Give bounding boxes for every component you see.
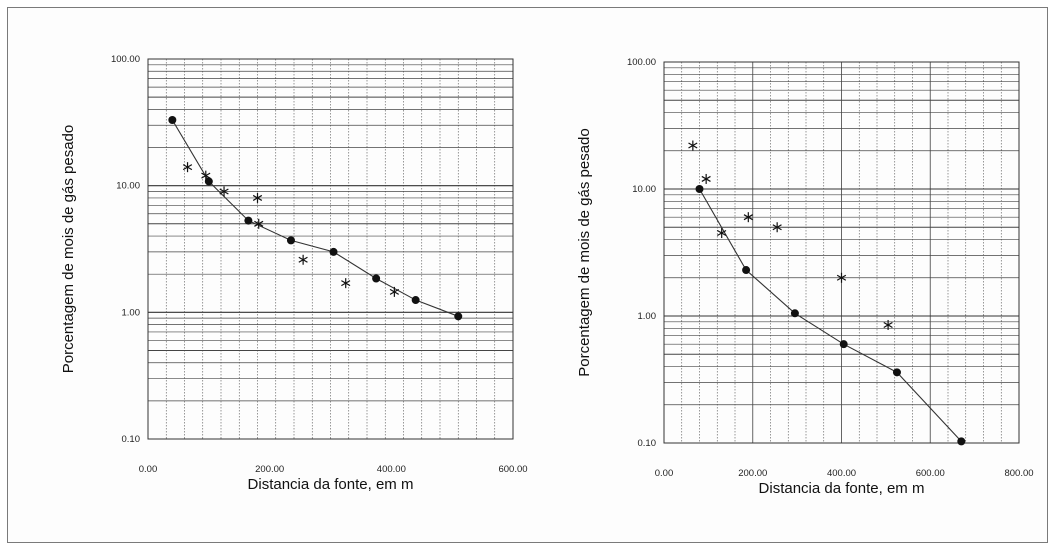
chart-right-y-tick-label: 1.00	[638, 311, 657, 322]
chart-right-asterisk-point	[883, 319, 893, 330]
chart-right-plot-area	[663, 61, 1020, 444]
chart-left-plot-area	[147, 58, 514, 440]
chart-left-y-ticks: 0.10 1.00 10.00 100.00	[111, 54, 140, 445]
chart-left-circle-point	[204, 177, 213, 186]
chart-left-circle-point	[168, 115, 177, 124]
figure-frame	[7, 7, 1048, 543]
chart-left-asterisk-point	[219, 186, 229, 197]
chart-right-y-axis-title: Porcentagem de mois de gás pesado	[576, 128, 593, 377]
chart-left-circle-point	[372, 274, 381, 283]
chart-left-x-tick-label: 400.00	[377, 464, 406, 475]
chart-right-circle-point	[892, 368, 901, 377]
chart-left-circle-point	[329, 247, 338, 256]
chart-left-marks	[168, 115, 463, 321]
chart-right-circle-point	[839, 340, 848, 349]
chart-left-y-tick-label: 10.00	[116, 181, 140, 192]
chart-right-circle-point	[695, 185, 704, 193]
chart-right-y-tick-label: 10.00	[632, 184, 656, 195]
chart-left-y-tick-label: 0.10	[122, 434, 141, 445]
chart-right-x-tick-label: 600.00	[916, 468, 945, 479]
chart-left-circle-point	[286, 236, 295, 245]
chart-left-asterisk-point	[182, 162, 193, 173]
chart-right: 0.00 200.00 400.00 600.00 800.00 0.10 1.00 10.…	[576, 57, 1034, 497]
chart-left-y-tick-label: 1.00	[122, 307, 141, 318]
chart-left-grid	[148, 59, 513, 440]
chart-left-asterisk-point	[298, 254, 308, 265]
chart-right-asterisk-point	[701, 173, 711, 184]
chart-right-circle-point	[742, 266, 751, 275]
chart-right-circle-point	[957, 437, 966, 446]
chart-left-circle-point	[244, 216, 253, 225]
chart-right-x-axis-title: Distancia da fonte, em m	[759, 480, 925, 497]
chart-left-series-0-line	[171, 119, 459, 317]
chart-right-x-tick-label: 200.00	[738, 468, 767, 479]
chart-right-x-ticks: 0.00 200.00 400.00 600.00 800.00	[655, 468, 1034, 479]
chart-left-x-tick-label: 200.00	[255, 464, 284, 475]
chart-right-y-tick-label: 100.00	[627, 57, 656, 68]
chart-right-asterisk-point	[772, 222, 782, 233]
chart-left-x-axis-title: Distancia da fonte, em m	[248, 476, 414, 493]
chart-right-y-tick-label: 0.10	[638, 438, 657, 449]
chart-left-y-tick-label: 100.00	[111, 54, 140, 65]
chart-right-asterisk-point	[717, 228, 727, 239]
chart-right-x-tick-label: 0.00	[655, 468, 674, 479]
chart-left-x-tick-label: 0.00	[139, 464, 158, 475]
chart-left-y-axis-title: Porcentagem de mois de gás pesado	[60, 125, 77, 374]
chart-right-series-0-line	[699, 188, 962, 442]
chart-left-asterisk-point	[254, 218, 264, 229]
chart-right-marks	[688, 140, 966, 446]
chart-right-asterisk-point	[688, 140, 698, 151]
chart-left: 0.00 200.00 400.00 600.00 0.10 1.00 10.00 100.…	[60, 54, 528, 493]
chart-right-x-tick-label: 800.00	[1004, 468, 1033, 479]
chart-right-y-ticks: 0.10 1.00 10.00 100.00	[627, 57, 656, 449]
chart-right-asterisk-point	[743, 212, 753, 223]
chart-right-grid	[664, 62, 1019, 444]
chart-left-asterisk-point	[201, 170, 211, 181]
chart-left-circle-point	[454, 312, 463, 321]
chart-left-x-ticks: 0.00 200.00 400.00 600.00	[139, 464, 528, 475]
chart-left-asterisk-point	[341, 278, 351, 289]
chart-left-asterisk-point	[252, 192, 263, 203]
chart-left-x-tick-label: 600.00	[498, 464, 527, 475]
chart-right-x-tick-label: 400.00	[827, 468, 856, 479]
chart-left-asterisk-point	[389, 286, 400, 297]
chart-left-circle-point	[411, 296, 420, 305]
chart-right-asterisk-point	[836, 272, 847, 283]
chart-right-circle-point	[790, 309, 799, 318]
